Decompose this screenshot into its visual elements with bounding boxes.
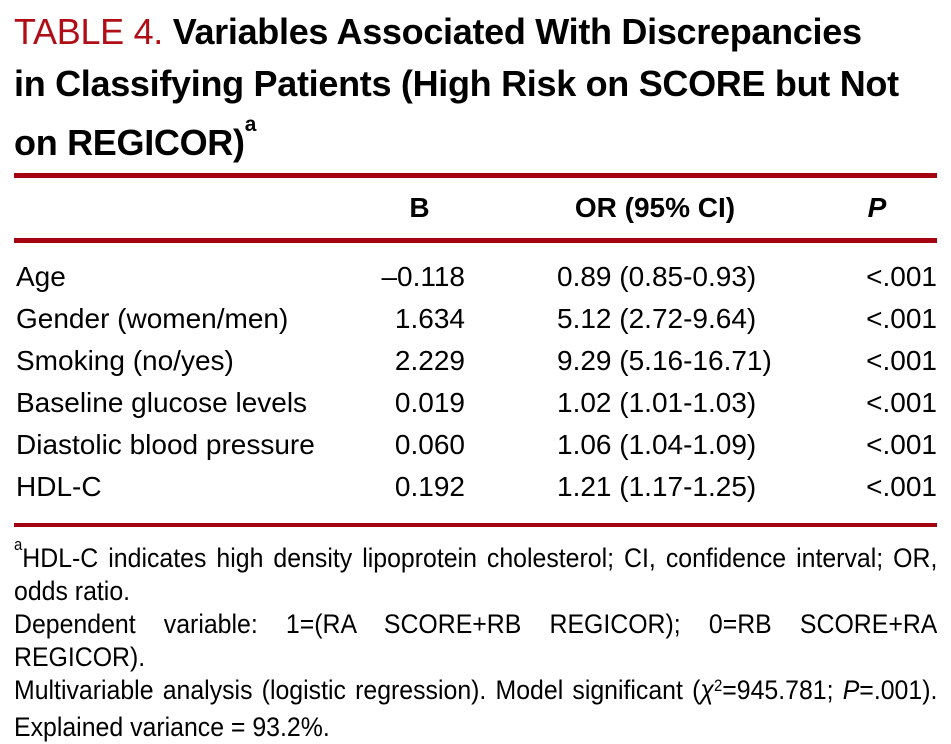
variable-cell: Gender (women/men) xyxy=(16,303,289,334)
b-value-cell: 1.634 xyxy=(394,303,465,334)
b-value-cell: 0.019 xyxy=(394,387,465,418)
table-row: Gender (women/men) 1.634 5.12 (2.72-9.64… xyxy=(14,298,937,340)
footnote-dependent-variable-text: Dependent variable: 1=(RA SCORE+RB REGIC… xyxy=(14,609,938,672)
table-row: Age –0.118 0.89 (0.85-0.93) <.001 xyxy=(14,256,937,298)
b-value-cell: 0.060 xyxy=(394,429,465,460)
p-value-cell: <.001 xyxy=(866,471,937,502)
b-value-cell: 0.192 xyxy=(394,471,465,502)
table-rule-mid xyxy=(14,238,937,243)
table-body: Age –0.118 0.89 (0.85-0.93) <.001 Gender… xyxy=(14,243,937,523)
footnote-dependent-variable: Dependent variable: 1=(RA SCORE+RB REGIC… xyxy=(14,608,937,674)
table-row: Smoking (no/yes) 2.229 9.29 (5.16-16.71)… xyxy=(14,340,937,382)
footnote-abbreviations-text: HDL-C indicates high density lipoprotein… xyxy=(14,543,938,606)
table-row: Baseline glucose levels 0.019 1.02 (1.01… xyxy=(14,382,937,424)
table-rule-bottom xyxy=(14,523,937,527)
footnote-model: Multivariable analysis (logistic regress… xyxy=(14,674,937,744)
or-ci-cell: 5.12 (2.72-9.64) xyxy=(557,303,757,334)
footnote-abbreviations: aHDL-C indicates high density lipoprotei… xyxy=(14,536,937,608)
or-ci-cell: 9.29 (5.16-16.71) xyxy=(557,345,772,376)
footnote-model-text-1: Multivariable analysis (logistic regress… xyxy=(14,675,701,705)
chi-superscript: 2 xyxy=(713,676,723,695)
p-symbol: P xyxy=(842,675,860,705)
variable-cell: Smoking (no/yes) xyxy=(16,345,234,376)
table-4-figure: TABLE 4. Variables Associated With Discr… xyxy=(0,6,951,744)
p-value-cell: <.001 xyxy=(866,345,937,376)
p-value-cell: <.001 xyxy=(866,303,937,334)
table-title: TABLE 4. Variables Associated With Discr… xyxy=(14,6,937,169)
footnote-model-text-2: =945.781; xyxy=(722,675,843,705)
variable-cell: Diastolic blood pressure xyxy=(16,429,315,460)
title-footnote-marker: a xyxy=(244,112,257,136)
or-ci-cell: 1.21 (1.17-1.25) xyxy=(557,471,757,502)
variable-cell: HDL-C xyxy=(16,471,102,502)
table-number-label: TABLE 4. xyxy=(14,11,164,52)
p-value-cell: <.001 xyxy=(866,261,937,292)
or-ci-cell: 1.06 (1.04-1.09) xyxy=(557,429,757,460)
table-header-row: B OR (95% CI) P xyxy=(14,178,937,238)
or-ci-cell: 0.89 (0.85-0.93) xyxy=(557,261,757,292)
or-column-header: OR (95% CI) xyxy=(574,192,736,223)
or-ci-cell: 1.02 (1.01-1.03) xyxy=(557,387,757,418)
title-text-2: in Classifying Patients (High Risk on SC… xyxy=(14,63,899,104)
footnote-marker: a xyxy=(14,535,23,554)
p-value-cell: <.001 xyxy=(866,429,937,460)
title-line-1: TABLE 4. Variables Associated With Discr… xyxy=(14,6,937,58)
variable-cell: Age xyxy=(16,261,66,292)
table-row: Diastolic blood pressure 0.060 1.06 (1.0… xyxy=(14,424,937,466)
title-line-2: in Classifying Patients (High Risk on SC… xyxy=(14,58,937,110)
variable-cell: Baseline glucose levels xyxy=(16,387,308,418)
chi-symbol: χ xyxy=(700,675,714,705)
b-value-cell: 2.229 xyxy=(394,345,465,376)
title-text-3: on REGICOR) xyxy=(14,122,245,163)
b-value-cell: –0.118 xyxy=(381,261,465,292)
table-rule-top xyxy=(14,173,937,178)
b-column-header: B xyxy=(409,192,430,223)
table-row: HDL-C 0.192 1.21 (1.17-1.25) <.001 xyxy=(14,466,937,508)
title-text-1: Variables Associated With Discrepancies xyxy=(172,11,862,52)
title-line-3: on REGICOR)a xyxy=(14,110,937,169)
p-column-header: P xyxy=(867,192,887,223)
p-value-cell: <.001 xyxy=(866,387,937,418)
